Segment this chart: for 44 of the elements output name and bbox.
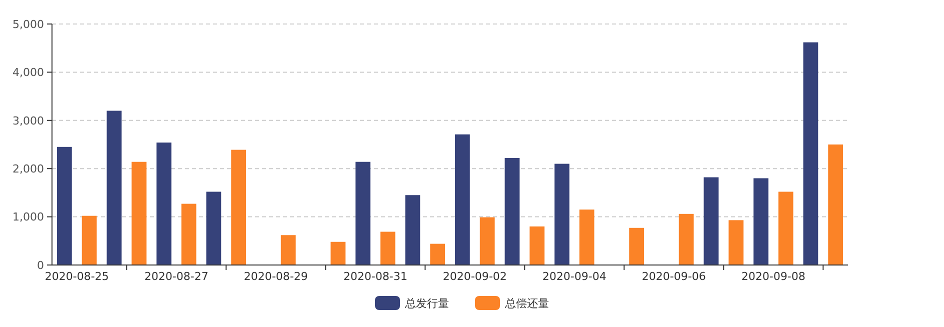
bar: [828, 144, 843, 265]
bar: [430, 244, 445, 265]
bar: [330, 242, 346, 265]
legend-label: 总发行量: [404, 296, 449, 310]
x-tick-label: 2020-09-04: [542, 270, 606, 283]
bar: [530, 226, 544, 265]
x-tick-label: 2020-08-29: [244, 270, 308, 283]
x-tick-label: 2020-09-02: [442, 270, 507, 283]
y-tick-label: 2,000: [12, 162, 44, 176]
legend-label: 总偿还量: [504, 296, 549, 310]
bar: [356, 162, 370, 265]
bar: [132, 162, 146, 265]
x-tick-label: 2020-08-31: [343, 270, 408, 283]
bar: [380, 232, 396, 265]
bar: [206, 192, 222, 265]
bar: [803, 42, 818, 265]
bar: [280, 235, 296, 265]
bar: [106, 110, 122, 265]
x-tick-label: 2020-09-08: [741, 270, 806, 283]
bar: [405, 195, 420, 265]
bar: [455, 134, 470, 265]
bar: [480, 217, 495, 265]
y-tick-label: 0: [37, 258, 44, 272]
bar: [181, 204, 196, 265]
y-tick-label: 3,000: [12, 114, 44, 128]
bar: [778, 192, 794, 265]
x-tick-label: 2020-08-27: [144, 270, 208, 283]
bar: [231, 150, 246, 265]
y-tick-label: 4,000: [12, 66, 44, 80]
bar: [754, 178, 768, 265]
x-tick-label: 2020-09-06: [642, 270, 706, 283]
bar: [156, 142, 172, 265]
bar: [629, 228, 644, 265]
bar: [504, 158, 520, 265]
bar: [57, 146, 72, 265]
bar: [704, 177, 719, 265]
bar: [554, 164, 570, 265]
x-tick-label: 2020-08-25: [44, 270, 109, 283]
bar: [728, 220, 744, 265]
bar: [82, 216, 97, 265]
y-tick-label: 1,000: [12, 210, 44, 224]
bar: [678, 214, 694, 265]
y-tick-label: 5,000: [12, 18, 44, 31]
bar: [579, 210, 594, 265]
